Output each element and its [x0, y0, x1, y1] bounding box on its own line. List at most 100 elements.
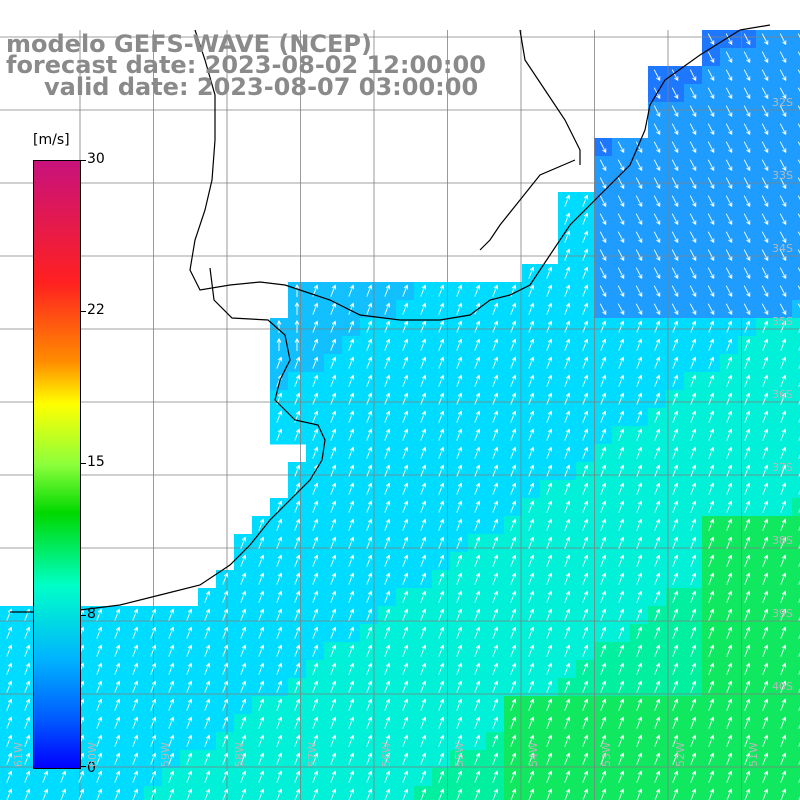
wind-arrow — [492, 716, 499, 729]
wind-arrow — [546, 752, 553, 765]
wind-arrow — [654, 734, 661, 747]
wind-arrow — [150, 662, 157, 675]
wind-arrow — [725, 51, 733, 64]
wind-arrow — [617, 285, 625, 298]
wind-arrow — [690, 734, 697, 747]
wind-arrow — [402, 788, 409, 800]
wind-arrow — [420, 500, 427, 513]
wind-arrow — [168, 752, 175, 765]
wind-arrow — [294, 374, 301, 387]
wind-arrow — [564, 662, 571, 675]
wind-arrow — [654, 698, 661, 711]
wind-arrow — [312, 698, 319, 711]
wind-arrow — [420, 680, 427, 693]
wind-arrow — [438, 608, 445, 621]
wind-arrow — [330, 554, 337, 567]
wind-arrow — [456, 752, 463, 765]
wind-arrow — [653, 159, 661, 172]
wind-arrow — [672, 626, 679, 639]
coastline — [10, 24, 771, 613]
wind-arrow — [492, 626, 499, 639]
wind-arrow — [690, 428, 697, 441]
wind-arrow — [672, 464, 679, 477]
wind-arrow — [672, 572, 679, 585]
wind-arrow — [294, 608, 301, 621]
wind-arrow — [474, 446, 481, 459]
wind-arrow — [258, 788, 265, 800]
wind-arrow — [618, 428, 625, 441]
wind-arrow — [456, 464, 463, 477]
wind-cell — [792, 120, 800, 139]
wind-arrow — [186, 734, 193, 747]
wind-arrow — [366, 410, 373, 423]
wind-arrow — [689, 177, 697, 190]
wind-arrow — [726, 608, 733, 621]
wind-arrow — [582, 338, 589, 351]
wind-arrow — [402, 482, 409, 495]
wind-arrow — [330, 788, 337, 800]
wind-arrow — [114, 626, 121, 639]
wind-arrow — [474, 500, 481, 513]
wind-arrow — [510, 770, 517, 783]
wind-arrow — [689, 87, 697, 100]
wind-arrow — [366, 446, 373, 459]
wind-arrow — [168, 734, 175, 747]
wind-arrow — [312, 680, 319, 693]
wind-arrow — [725, 123, 733, 136]
wind-arrow — [6, 680, 13, 693]
wind-arrow — [276, 518, 283, 531]
wind-arrow — [744, 338, 751, 351]
wind-arrow — [294, 428, 301, 441]
wind-arrow — [780, 716, 787, 729]
wind-cell — [0, 786, 19, 800]
wind-arrow — [366, 284, 373, 297]
wind-arrow — [744, 554, 751, 567]
wind-arrow — [582, 662, 589, 675]
wind-arrow — [636, 680, 643, 693]
wind-arrow — [600, 536, 607, 549]
wind-arrow — [492, 356, 499, 369]
wind-arrow — [492, 698, 499, 711]
wind-arrow — [761, 51, 769, 64]
wind-arrow — [618, 680, 625, 693]
wind-arrow — [636, 770, 643, 783]
wind-cell — [180, 786, 199, 800]
wind-arrow — [707, 69, 715, 82]
wind-arrow — [600, 644, 607, 657]
wind-arrow — [708, 788, 715, 800]
wind-arrow — [564, 284, 571, 297]
wind-arrow — [528, 392, 535, 405]
wind-arrow — [635, 231, 643, 244]
wind-arrow — [636, 536, 643, 549]
longitude-label: 51W — [746, 742, 760, 767]
wind-arrow — [636, 518, 643, 531]
wind-cell — [792, 246, 800, 265]
wind-arrow — [510, 464, 517, 477]
wind-arrow — [258, 770, 265, 783]
wind-arrow — [636, 554, 643, 567]
wind-arrow — [420, 482, 427, 495]
wind-arrow — [312, 572, 319, 585]
wind-arrow — [689, 249, 697, 262]
wind-arrow — [438, 284, 445, 297]
wind-arrow — [618, 734, 625, 747]
wind-arrow — [564, 338, 571, 351]
wind-cell — [360, 786, 379, 800]
wind-arrow — [636, 572, 643, 585]
colorbar-tick — [80, 766, 86, 767]
wind-arrow — [402, 662, 409, 675]
wind-arrow — [528, 284, 535, 297]
wind-arrow — [186, 644, 193, 657]
wind-arrow — [96, 734, 103, 747]
wind-arrow — [420, 590, 427, 603]
longitude-label: 53W — [599, 742, 613, 767]
wind-arrow — [671, 123, 679, 136]
wind-arrow — [546, 590, 553, 603]
wind-arrow — [330, 716, 337, 729]
wind-arrow — [276, 662, 283, 675]
longitude-label: 61W — [11, 742, 25, 767]
model-title: modelo GEFS-WAVE (NCEP) — [6, 30, 372, 58]
wind-arrow — [564, 374, 571, 387]
wind-arrow — [114, 734, 121, 747]
wind-arrow — [492, 446, 499, 459]
